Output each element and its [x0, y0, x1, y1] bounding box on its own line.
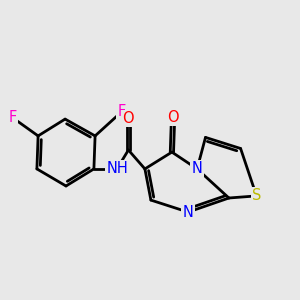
Text: S: S	[252, 188, 261, 203]
Text: N: N	[192, 161, 203, 176]
Text: F: F	[9, 110, 17, 125]
Text: O: O	[167, 110, 179, 124]
Text: NH: NH	[106, 161, 128, 176]
Text: O: O	[123, 111, 134, 126]
Text: F: F	[117, 104, 126, 119]
Text: N: N	[183, 205, 194, 220]
